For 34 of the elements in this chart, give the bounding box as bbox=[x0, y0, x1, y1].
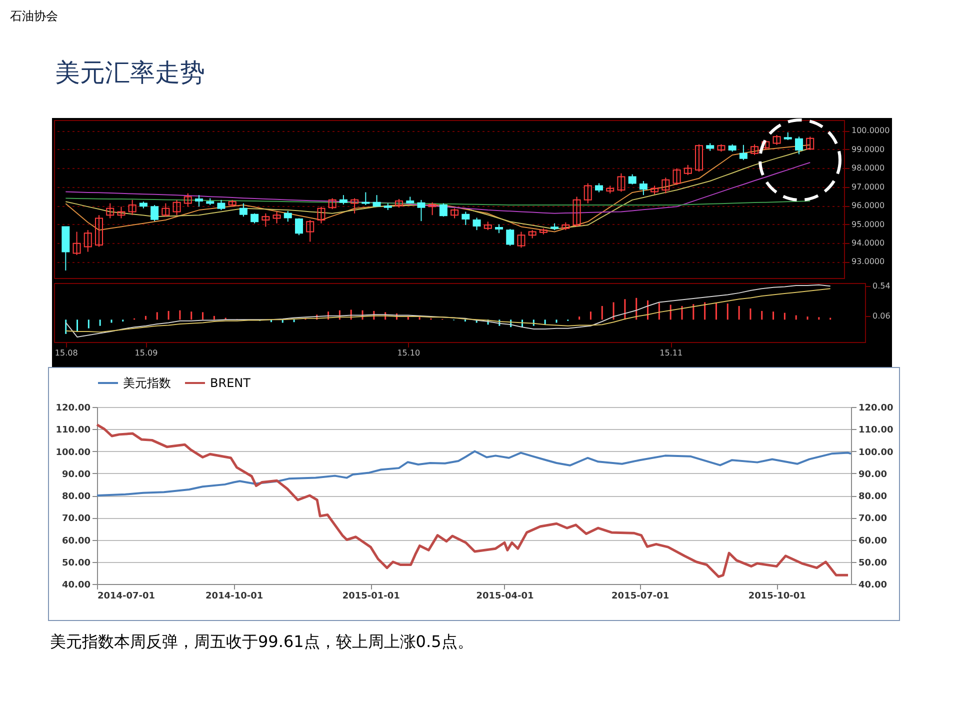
y-tick-label: 93.0000 bbox=[852, 257, 885, 266]
y-tick-label: 96.0000 bbox=[852, 201, 885, 210]
legend-label: BRENT bbox=[210, 376, 252, 390]
y-tick-label: 120.00 bbox=[56, 404, 90, 414]
legend-label: 美元指数 bbox=[123, 376, 171, 390]
y-tick-label: 70.00 bbox=[62, 514, 90, 524]
x-tick-label: 15.08 bbox=[54, 348, 78, 358]
y-tick-label: 100.0000 bbox=[852, 126, 890, 136]
x-tick-label: 2015-07-01 bbox=[612, 592, 670, 602]
y-tick-label: 94.0000 bbox=[852, 238, 885, 248]
y-tick-label: 0.06 bbox=[872, 311, 890, 320]
x-tick-label: 15.10 bbox=[397, 348, 420, 358]
y-tick-label: 99.0000 bbox=[852, 144, 885, 154]
y-tick-label: 60.00 bbox=[62, 536, 90, 546]
y-tick-label: 50.00 bbox=[62, 558, 90, 568]
y-tick-label: 100.00 bbox=[56, 448, 90, 458]
y-tick-label: 97.0000 bbox=[852, 182, 885, 192]
y-tick-label: 95.0000 bbox=[852, 220, 885, 229]
y-tick-label: 0.54 bbox=[872, 282, 890, 291]
text: 石油协会 bbox=[10, 8, 58, 25]
x-tick-label: 15.11 bbox=[660, 348, 683, 358]
x-tick-label: 15.09 bbox=[134, 348, 158, 358]
y-tick-label: 40.00 bbox=[62, 580, 90, 590]
x-tick-label: 2015-01-01 bbox=[342, 592, 400, 602]
x-tick-label: 2014-10-01 bbox=[206, 592, 264, 602]
x-tick-label: 2014-07-01 bbox=[98, 592, 156, 602]
x-tick-label: 2015-10-01 bbox=[748, 592, 806, 602]
y-tick-label: 90.00 bbox=[62, 470, 90, 480]
y-tick-label: 98.0000 bbox=[852, 164, 885, 173]
y-tick-label: 80.00 bbox=[62, 492, 90, 502]
y-tick-label: 110.00 bbox=[56, 426, 90, 436]
x-tick-label: 2015-04-01 bbox=[476, 592, 534, 602]
chart-title: 美元汇率走势 bbox=[55, 57, 205, 89]
text: 美元指数本周反弹，周五收于99.61点，较上周上涨0.5点。 bbox=[50, 632, 474, 653]
